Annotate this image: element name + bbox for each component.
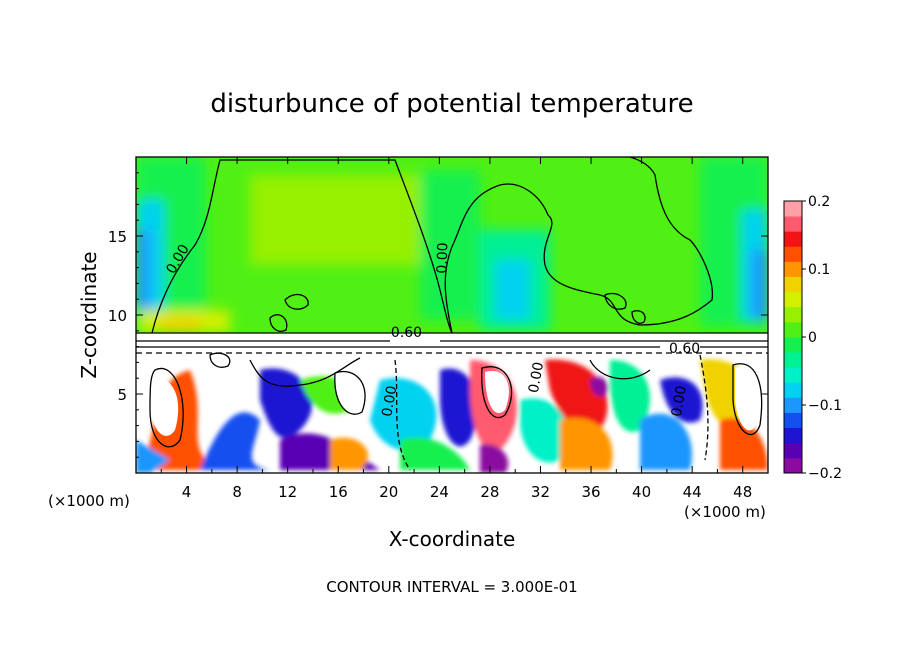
- contour-small-5: [209, 352, 231, 368]
- colorbar-tick-label: −0.2: [808, 466, 842, 482]
- contour-lines: [136, 157, 768, 471]
- colorbar-swatch: [784, 291, 802, 308]
- contour-label: 0.00: [434, 242, 451, 274]
- colorbar-swatch: [784, 397, 802, 413]
- colorbar-swatch: [784, 276, 802, 293]
- contour-eddy-7: [249, 357, 361, 387]
- lower-field-white-cells: [150, 366, 759, 436]
- colorbar-swatch: [784, 246, 802, 262]
- x-tick-label: 48: [733, 483, 752, 501]
- colorbar-tick-label: 0.2: [808, 194, 830, 210]
- colorbar: 0.2 0.1 0 −0.1 −0.2: [784, 194, 842, 482]
- x-tick-label: 28: [480, 483, 499, 501]
- inversion-layer: [136, 333, 768, 353]
- x-tick-label: 36: [581, 483, 600, 501]
- y-tick-label: 15: [108, 228, 127, 246]
- colorbar-swatch: [784, 367, 802, 383]
- z-unit-label: (×1000 m): [48, 492, 130, 510]
- contour-eddy-3: [481, 366, 513, 419]
- contour-small-2: [604, 292, 627, 310]
- contour-label: 0.00: [526, 361, 547, 394]
- colorbar-swatch: [784, 306, 802, 323]
- contour-zero-left-dome: [151, 159, 453, 334]
- x-tick-label: 16: [329, 483, 348, 501]
- contour-labels: 0.00 0.000.600.600.000.000.00: [163, 242, 700, 418]
- colorbar-swatch: [784, 261, 802, 277]
- contour-small-4: [269, 314, 288, 332]
- contour-small-1: [284, 293, 309, 310]
- colorbar-tick-label: 0.1: [808, 262, 830, 278]
- colorbar-swatch: [784, 231, 802, 247]
- y-axis-label: Z-coordinate: [77, 251, 101, 378]
- x-tick-label: 8: [232, 483, 242, 501]
- x-tick-label: 20: [379, 483, 398, 501]
- contour-label: 0.00: [379, 384, 400, 417]
- colorbar-swatch: [784, 427, 802, 444]
- y-tick-label: 10: [108, 307, 127, 325]
- contour-label: 0.60: [669, 341, 700, 357]
- y-tick-label: 5: [117, 386, 127, 404]
- colorbar-frame: [783, 200, 803, 474]
- colorbar-tick-label: −0.1: [808, 398, 842, 414]
- colorbar-swatch: [784, 321, 802, 338]
- x-tick-label: 24: [430, 483, 449, 501]
- x-tick-label: 44: [683, 483, 702, 501]
- contour-eddy-8: [589, 359, 651, 380]
- colorbar-swatch: [784, 216, 802, 232]
- colorbar-swatch: [784, 201, 802, 217]
- y-axis: 5 10 15: [108, 172, 768, 458]
- colorbar-swatch: [784, 382, 802, 398]
- chart-title: disturbunce of potential temperature: [210, 89, 693, 119]
- contour-eddy-1: [149, 367, 184, 448]
- contour-interval-note: CONTOUR INTERVAL = 3.000E-01: [326, 578, 577, 596]
- plot-area: [136, 157, 768, 473]
- colorbar-swatch: [784, 412, 802, 429]
- contour-label: 0.00: [669, 384, 690, 417]
- x-unit-label: (×1000 m): [684, 503, 766, 521]
- colorbar-swatch: [784, 457, 802, 474]
- x-axis-label: X-coordinate: [389, 527, 516, 551]
- x-tick-label: 40: [632, 483, 651, 501]
- contour-eddy-2: [334, 370, 366, 415]
- x-tick-label: 12: [278, 483, 297, 501]
- contour-zero-right-dome: [444, 157, 714, 334]
- colorbar-swatch: [784, 442, 802, 459]
- colorbar-tick-label: 0: [808, 330, 817, 346]
- contour-label: 0.60: [391, 325, 422, 341]
- x-tick-label: 4: [182, 483, 192, 501]
- contour-eddy-5: [699, 354, 709, 461]
- contour-small-3: [631, 310, 646, 324]
- x-axis: 4 8 12 16 20 24 28 32 36 40 44 48: [160, 157, 752, 501]
- upper-field-shading: [136, 157, 768, 332]
- colorbar-swatch: [784, 337, 802, 353]
- contour-eddy-4: [732, 363, 763, 436]
- x-tick-label: 32: [531, 483, 550, 501]
- colorbar-swatch: [784, 352, 802, 368]
- contour-eddy-6: [394, 359, 411, 471]
